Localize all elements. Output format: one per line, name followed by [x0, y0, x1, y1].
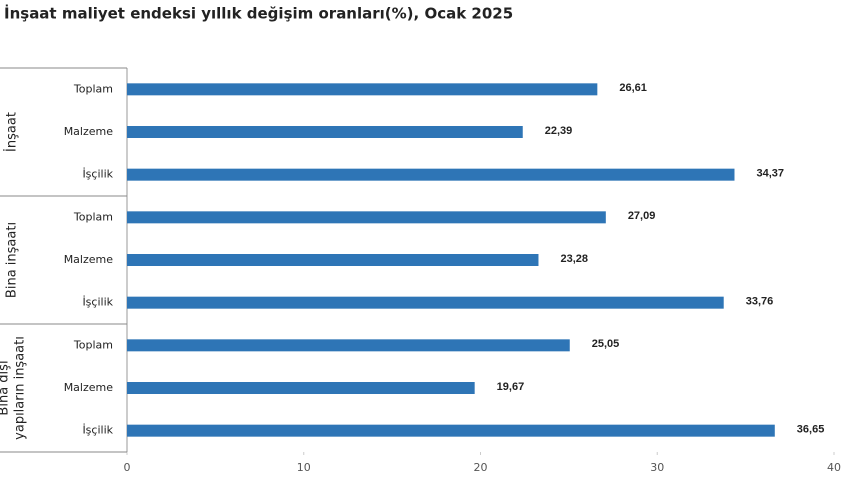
category-label: Malzeme: [64, 125, 114, 138]
x-tick-label: 0: [124, 461, 131, 474]
x-tick-label: 30: [650, 461, 664, 474]
group-label: Bina inşaatı: [5, 222, 20, 298]
category-label: İşçilik: [82, 296, 113, 309]
data-label: 19,67: [497, 381, 525, 393]
category-label: Malzeme: [64, 381, 114, 394]
data-label: 33,76: [746, 296, 774, 308]
data-label: 34,37: [756, 168, 784, 180]
group-label: İnşaat: [4, 112, 20, 152]
group-label: Bina dışı: [0, 360, 12, 415]
bar: [127, 211, 606, 224]
x-tick-label: 20: [474, 461, 488, 474]
bar: [127, 339, 570, 352]
category-label: Toplam: [73, 210, 113, 223]
bar: [127, 296, 724, 309]
category-label: Toplam: [73, 338, 113, 351]
bar: [127, 382, 475, 394]
bar: [127, 83, 598, 96]
category-label: İşçilik: [82, 168, 113, 181]
data-label: 27,09: [628, 210, 656, 222]
bar: [127, 168, 735, 181]
bar: [127, 126, 523, 138]
group-label: yapıların inşaatı: [13, 336, 28, 440]
category-label: İşçilik: [82, 424, 113, 437]
data-label: 26,61: [619, 82, 647, 94]
x-tick-label: 10: [297, 461, 311, 474]
data-label: 25,05: [592, 338, 620, 350]
bar: [127, 424, 775, 437]
data-label: 36,65: [797, 424, 825, 436]
data-label: 22,39: [545, 125, 573, 137]
x-tick-label: 40: [827, 461, 841, 474]
bar: [127, 254, 539, 266]
category-label: Malzeme: [64, 253, 114, 266]
chart-title: İnşaat maliyet endeksi yıllık değişim or…: [4, 4, 513, 23]
category-label: Toplam: [73, 82, 113, 95]
data-label: 23,28: [560, 253, 588, 265]
